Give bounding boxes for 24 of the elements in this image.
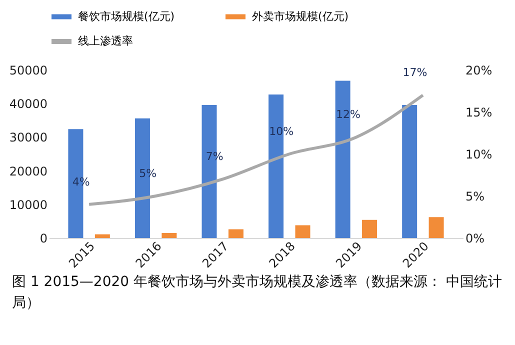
y-tick-label: 20000	[9, 164, 48, 178]
data-label: 17%	[402, 66, 428, 80]
bar	[162, 232, 177, 238]
caption: 图 1 2015—2020 年餐饮市场与外卖市场规模及渗透率（数据来源： 中国统计局）	[12, 273, 502, 313]
bar	[402, 104, 418, 238]
y-tick-label: 30000	[9, 130, 48, 145]
y2-tick-label: 15%	[466, 106, 492, 120]
y2-tick-label: 0%	[466, 232, 485, 246]
y2-tick-label: 10%	[466, 148, 492, 162]
bar	[428, 217, 444, 238]
y-tick-label: 40000	[9, 97, 48, 112]
legend-label: 线上渗透率	[78, 34, 133, 48]
line-series	[88, 94, 424, 206]
y2-tick-label: 5%	[466, 190, 485, 204]
bar	[295, 225, 310, 238]
y-tick-label: 0	[40, 232, 48, 246]
legend-label: 餐饮市场规模(亿元)	[78, 10, 175, 23]
legend-label: 外卖市场规模(亿元)	[252, 10, 349, 23]
y-tick-label: 50000	[9, 64, 48, 78]
bar	[362, 220, 378, 238]
y2-tick-label: 20%	[466, 64, 492, 78]
bar	[94, 234, 110, 238]
y-tick-label: 10000	[9, 198, 48, 212]
bar	[228, 229, 244, 238]
